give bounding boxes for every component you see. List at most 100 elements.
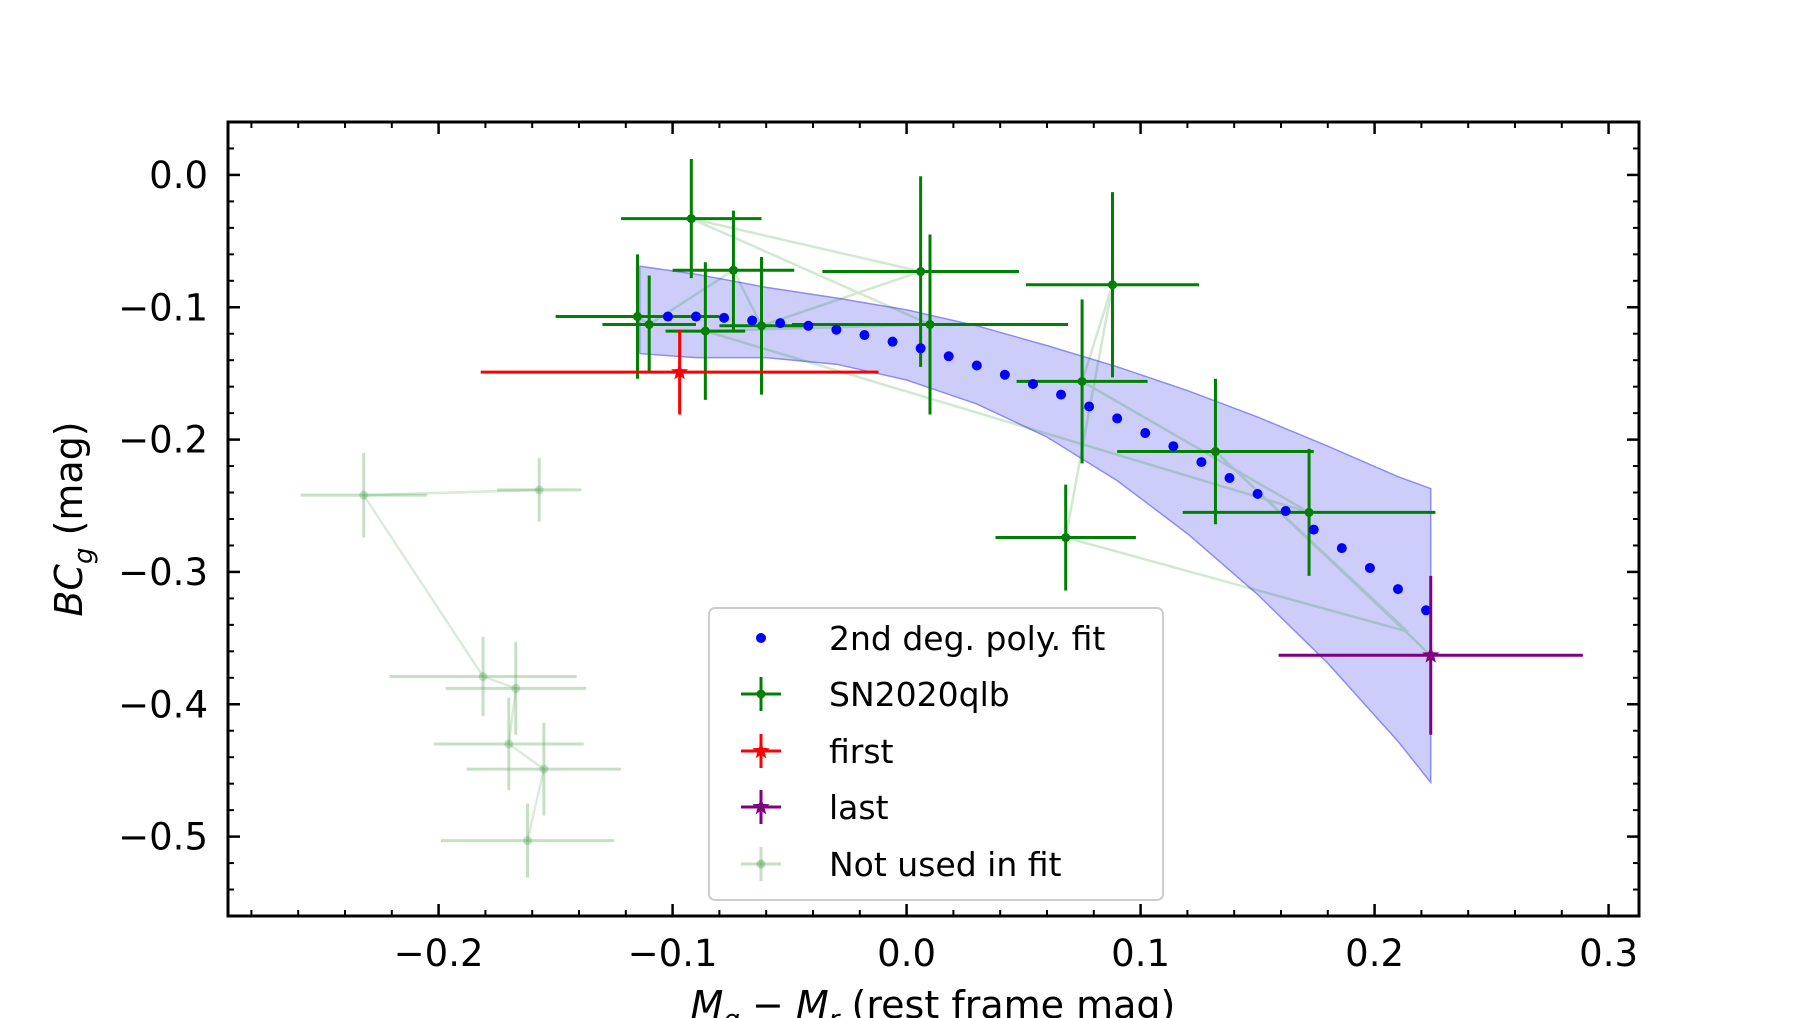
fit-point-24 — [1308, 524, 1319, 535]
y-tick-label: −0.2 — [118, 419, 208, 462]
fit-point-20 — [1196, 457, 1207, 468]
x-axis-ticks: −0.2 −0.1 0.0 0.1 0.2 0.3 — [250, 122, 1638, 975]
unused-point-5 — [433, 697, 584, 791]
sn-point-marker — [757, 321, 767, 331]
unused-point-marker — [504, 739, 514, 749]
last-point-star-marker — [1422, 646, 1440, 663]
fit-point-21 — [1224, 472, 1235, 483]
sn-point-5 — [672, 210, 795, 330]
fit-point-1 — [662, 311, 673, 322]
sn-point-8 — [791, 234, 1069, 415]
unused-points — [300, 452, 622, 878]
fit-point-15 — [1056, 389, 1067, 400]
legend-fit-marker — [756, 633, 766, 643]
fit-point-25 — [1336, 543, 1347, 554]
sn-point-marker — [1077, 376, 1087, 386]
legend: 2nd deg. poly. fit SN2020qlb first last … — [708, 607, 1164, 901]
legend-unused-marker — [741, 847, 781, 881]
x-tick-label: −0.1 — [628, 932, 718, 975]
fit-point-12 — [971, 360, 982, 371]
unused-point-7 — [440, 803, 615, 878]
first-point-group — [480, 329, 879, 415]
sn-point-marker — [644, 319, 654, 329]
legend-box — [708, 607, 1164, 901]
fit-point-8 — [859, 330, 870, 341]
sn-point-marker — [700, 326, 710, 336]
sn-point-2 — [602, 275, 696, 374]
sn-point-11 — [995, 484, 1136, 591]
legend-sn-label: SN2020qlb — [829, 675, 1010, 714]
unused-point-2 — [300, 452, 427, 538]
x-tick-label: −0.2 — [394, 932, 484, 975]
y-axis-ticks: 0.0 −0.1 −0.2 −0.3 −0.4 −0.5 — [118, 147, 1639, 891]
fit-point-18 — [1140, 427, 1151, 438]
fit-point-14 — [1027, 379, 1038, 390]
y-tick-label: −0.1 — [118, 286, 208, 329]
fit-point-4 — [747, 315, 758, 326]
unused-path — [362, 488, 546, 841]
y-tick-label: 0.0 — [149, 154, 208, 197]
sn-point-marker — [728, 265, 738, 275]
sn-point-marker — [1061, 533, 1071, 543]
sn-point-12 — [1117, 378, 1314, 525]
sn-point-marker — [686, 214, 696, 224]
fit-points — [662, 311, 1432, 616]
sn-point-3 — [621, 159, 762, 279]
sn-point-marker — [1108, 280, 1118, 290]
legend-first-marker — [741, 734, 781, 768]
fit-point-2 — [690, 311, 701, 322]
sn-point-marker — [632, 312, 642, 322]
fit-point-28 — [1421, 605, 1432, 616]
x-tick-label: 0.0 — [877, 932, 936, 975]
sn-point-marker — [1304, 507, 1314, 517]
sn-point-10 — [1025, 192, 1200, 378]
legend-first-label: first — [829, 732, 894, 771]
fit-point-27 — [1392, 584, 1403, 595]
fit-point-5 — [775, 318, 786, 329]
fit-point-16 — [1084, 401, 1095, 412]
fit-point-19 — [1168, 441, 1179, 452]
unused-point-marker — [523, 836, 533, 846]
unused-point-6 — [466, 722, 622, 816]
legend-last-label: last — [829, 788, 889, 827]
x-tick-label: 0.2 — [1345, 932, 1404, 975]
sn-point-9 — [1016, 299, 1148, 464]
y-tick-label: −0.3 — [118, 551, 208, 594]
unused-point-1 — [497, 458, 582, 522]
unused-point-3 — [389, 636, 577, 717]
unused-point-marker — [534, 485, 544, 495]
fit-point-26 — [1364, 562, 1375, 573]
x-axis-label: Mg − Mr (rest frame mag) — [691, 983, 1176, 1018]
y-tick-label: −0.5 — [118, 816, 208, 859]
legend-fit-label: 2nd deg. poly. fit — [829, 619, 1105, 658]
fit-point-22 — [1252, 488, 1263, 499]
unused-point-marker — [511, 683, 521, 693]
sn-point-marker — [916, 267, 926, 277]
fit-point-17 — [1112, 413, 1123, 424]
fit-point-9 — [887, 336, 898, 347]
y-tick-label: −0.4 — [118, 683, 208, 726]
x-tick-label: 0.1 — [1111, 932, 1170, 975]
last-point-group — [1278, 575, 1583, 735]
legend-last-marker — [741, 790, 781, 824]
unused-point-marker — [359, 490, 369, 500]
x-tick-label: 0.3 — [1579, 932, 1638, 975]
sn-point-13 — [1182, 448, 1436, 576]
unused-path-lines — [362, 488, 546, 841]
fit-point-10 — [915, 343, 926, 354]
fit-point-11 — [943, 351, 954, 362]
fit-point-6 — [803, 320, 814, 331]
fit-point-7 — [831, 324, 842, 335]
legend-unused-label: Not used in fit — [829, 845, 1062, 884]
plot-area — [300, 159, 1583, 878]
unused-point-marker — [478, 671, 488, 681]
fit-point-23 — [1280, 506, 1291, 517]
unused-point-4 — [445, 642, 587, 735]
fit-point-3 — [719, 312, 730, 323]
legend-sn-marker — [741, 677, 781, 711]
unused-point-marker — [539, 764, 549, 774]
fit-point-13 — [999, 369, 1010, 380]
sn-point-marker — [925, 319, 935, 329]
sn-point-marker — [1210, 447, 1220, 457]
